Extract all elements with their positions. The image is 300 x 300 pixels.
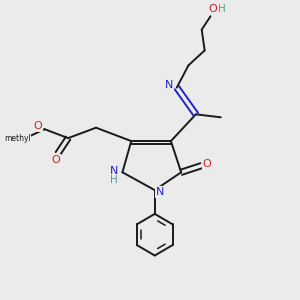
Text: H: H bbox=[218, 4, 225, 14]
Text: O: O bbox=[208, 4, 217, 14]
Text: O: O bbox=[202, 159, 211, 169]
Text: N: N bbox=[165, 80, 174, 90]
Text: methyl: methyl bbox=[4, 134, 31, 142]
Text: O: O bbox=[51, 155, 60, 165]
Text: N: N bbox=[156, 187, 164, 196]
Text: O: O bbox=[34, 121, 43, 131]
Text: N: N bbox=[110, 166, 118, 176]
Text: H: H bbox=[110, 175, 118, 185]
